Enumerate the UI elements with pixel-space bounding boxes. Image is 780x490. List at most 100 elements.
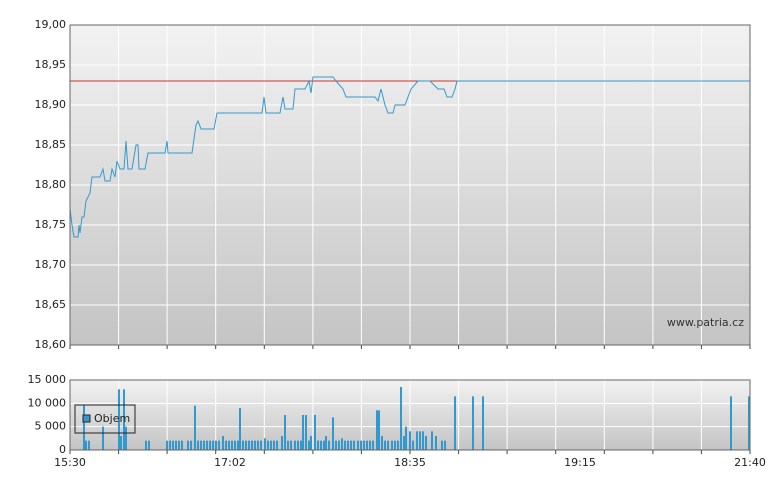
plot-border bbox=[69, 379, 751, 451]
volume-bar bbox=[120, 436, 122, 450]
volume-bar bbox=[175, 440, 177, 450]
volume-bar bbox=[245, 440, 247, 450]
volume-bar bbox=[215, 440, 217, 450]
volume-bar bbox=[264, 438, 266, 450]
volume-bar bbox=[353, 440, 355, 450]
y-tick-label: 0 bbox=[59, 443, 66, 456]
volume-bar bbox=[281, 436, 283, 450]
volume-bar bbox=[257, 440, 259, 450]
volume-bar bbox=[431, 431, 433, 450]
volume-bar bbox=[397, 440, 399, 450]
volume-bar bbox=[169, 440, 171, 450]
volume-bar bbox=[297, 440, 299, 450]
volume-bar bbox=[287, 440, 289, 450]
volume-bar bbox=[222, 436, 224, 450]
volume-bar bbox=[203, 440, 205, 450]
volume-bar bbox=[317, 440, 319, 450]
volume-bar bbox=[118, 389, 120, 450]
volume-bar bbox=[270, 440, 272, 450]
volume-bar bbox=[125, 426, 127, 450]
volume-bar bbox=[181, 440, 183, 450]
volume-bar bbox=[284, 415, 286, 450]
volume-bar bbox=[85, 440, 87, 450]
volume-bar bbox=[166, 440, 168, 450]
volume-bar bbox=[347, 440, 349, 450]
y-tick-label: 18,70 bbox=[35, 258, 67, 271]
volume-bar bbox=[416, 431, 418, 450]
volume-bar bbox=[344, 440, 346, 450]
volume-bar bbox=[472, 396, 474, 450]
y-tick-label: 5 000 bbox=[35, 420, 67, 433]
volume-bar bbox=[172, 440, 174, 450]
volume-bar bbox=[378, 410, 380, 450]
volume-bar bbox=[748, 396, 750, 450]
volume-bar bbox=[444, 440, 446, 450]
plot-border bbox=[69, 24, 751, 346]
y-tick-label: 18,60 bbox=[35, 338, 67, 351]
volume-bar bbox=[187, 440, 189, 450]
volume-bar bbox=[276, 440, 278, 450]
y-tick-label: 18,65 bbox=[35, 298, 67, 311]
volume-bar bbox=[242, 440, 244, 450]
volume-bar bbox=[88, 440, 90, 450]
volume-bar bbox=[387, 440, 389, 450]
volume-bar bbox=[360, 440, 362, 450]
volume-bar bbox=[338, 440, 340, 450]
legend-label: Objem bbox=[94, 412, 130, 425]
volume-bar bbox=[239, 408, 241, 450]
volume-bar bbox=[102, 426, 104, 450]
volume-bar bbox=[302, 415, 304, 450]
volume-bar bbox=[350, 440, 352, 450]
volume-bar bbox=[237, 440, 239, 450]
y-tick-label: 10 000 bbox=[28, 396, 67, 409]
watermark: www.patria.cz bbox=[667, 316, 744, 329]
volume-bar bbox=[190, 440, 192, 450]
y-tick-label: 18,85 bbox=[35, 138, 67, 151]
volume-bar bbox=[218, 440, 220, 450]
x-tick-label: 15:30 bbox=[54, 456, 86, 469]
volume-bar bbox=[391, 440, 393, 450]
volume-bar bbox=[178, 440, 180, 450]
volume-bar bbox=[231, 440, 233, 450]
volume-bar bbox=[435, 436, 437, 450]
volume-bar bbox=[200, 440, 202, 450]
volume-bar bbox=[314, 415, 316, 450]
volume-bar bbox=[145, 440, 147, 450]
price-line bbox=[69, 76, 750, 238]
y-tick-label: 18,90 bbox=[35, 98, 67, 111]
volume-bar bbox=[425, 436, 427, 450]
volume-bar bbox=[206, 440, 208, 450]
volume-bar bbox=[357, 440, 359, 450]
volume-bar bbox=[83, 405, 85, 450]
volume-bar bbox=[341, 438, 343, 450]
volume-bar bbox=[320, 440, 322, 450]
volume-bar bbox=[325, 436, 327, 450]
volume-bar bbox=[273, 440, 275, 450]
y-tick-label: 18,95 bbox=[35, 58, 67, 71]
volume-bar bbox=[194, 405, 196, 450]
volume-bar bbox=[381, 436, 383, 450]
x-tick-label: 21:40 bbox=[734, 456, 766, 469]
volume-bar bbox=[400, 387, 402, 450]
volume-bar bbox=[384, 440, 386, 450]
volume-bar bbox=[254, 440, 256, 450]
y-tick-label: 18,80 bbox=[35, 178, 67, 191]
y-tick-label: 15 000 bbox=[28, 373, 67, 386]
y-tick-label: 18,75 bbox=[35, 218, 67, 231]
volume-bar bbox=[412, 440, 414, 450]
volume-bar bbox=[366, 440, 368, 450]
x-tick-label: 19:15 bbox=[564, 456, 596, 469]
volume-bar bbox=[310, 436, 312, 450]
volume-bar bbox=[730, 396, 732, 450]
volume-bar bbox=[248, 440, 250, 450]
volume-bar bbox=[328, 440, 330, 450]
volume-bar bbox=[123, 389, 125, 450]
volume-bar bbox=[482, 396, 484, 450]
volume-bar bbox=[228, 440, 230, 450]
volume-bar bbox=[409, 431, 411, 450]
volume-bar bbox=[376, 410, 378, 450]
y-tick-label: 19,00 bbox=[35, 18, 67, 31]
volume-bar bbox=[454, 396, 456, 450]
x-tick-label: 18:35 bbox=[394, 456, 426, 469]
